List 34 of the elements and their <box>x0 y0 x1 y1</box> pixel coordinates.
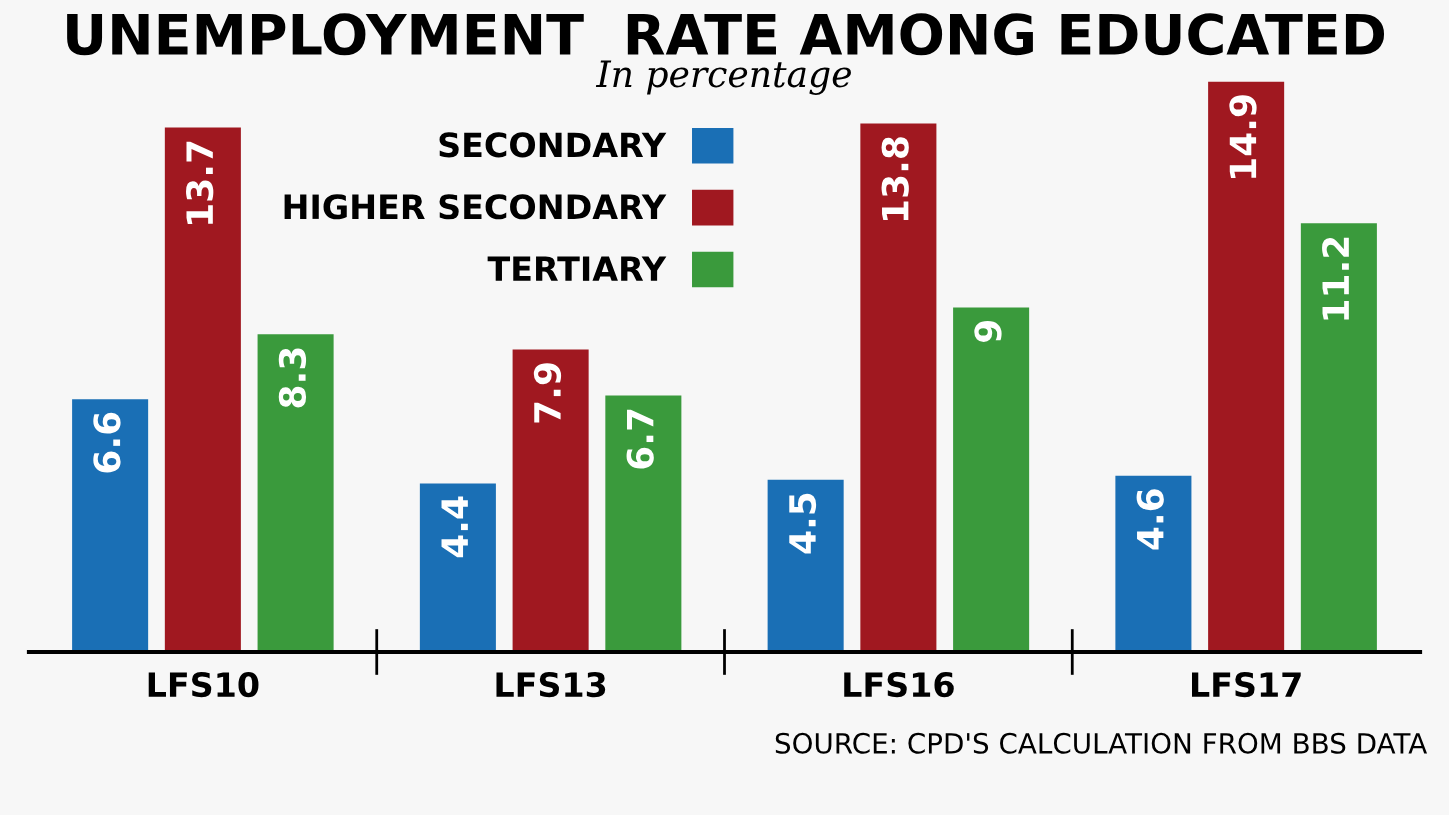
x-tick-label: LFS16 <box>844 672 954 698</box>
data-label: 13.8 <box>881 137 909 221</box>
data-label: 4.6 <box>1136 489 1164 550</box>
source-note: SOURCE: CPD'S CALCULATION FROM BBS DATA <box>775 732 1428 754</box>
data-label: 14.9 <box>1229 95 1257 178</box>
chart-subtitle: In percentage <box>595 60 851 95</box>
data-label: 4.5 <box>789 493 817 554</box>
bar <box>419 483 496 652</box>
bar <box>257 334 334 652</box>
bar <box>1208 81 1285 652</box>
x-tick-label: LFS13 <box>496 672 606 698</box>
legend-label: TERTIARY <box>487 256 667 281</box>
data-label: 13.7 <box>186 141 214 224</box>
data-label: 11.2 <box>1322 237 1349 320</box>
data-label: 6.6 <box>93 412 121 473</box>
bar <box>605 395 682 652</box>
data-label: 9 <box>974 321 1002 343</box>
data-label: 4.4 <box>441 496 468 558</box>
data-label: 8.3 <box>278 348 307 408</box>
data-label: 7.9 <box>533 363 562 423</box>
x-tick-label: LFS17 <box>1192 672 1301 698</box>
chart-title: UNEMPLOYMENT RATE AMONG EDUCATED <box>67 13 1385 56</box>
bar <box>512 349 589 652</box>
bar <box>72 399 149 652</box>
bar <box>1115 475 1192 652</box>
legend-label: SECONDARY <box>439 132 667 158</box>
data-label: 6.7 <box>626 409 654 469</box>
bar <box>164 127 241 652</box>
bar <box>1300 223 1377 652</box>
bar <box>953 307 1030 652</box>
bar <box>767 479 844 652</box>
bar <box>860 123 937 652</box>
x-tick-label: LFS10 <box>148 672 259 698</box>
legend-label: HIGHER SECONDARY <box>284 194 667 220</box>
